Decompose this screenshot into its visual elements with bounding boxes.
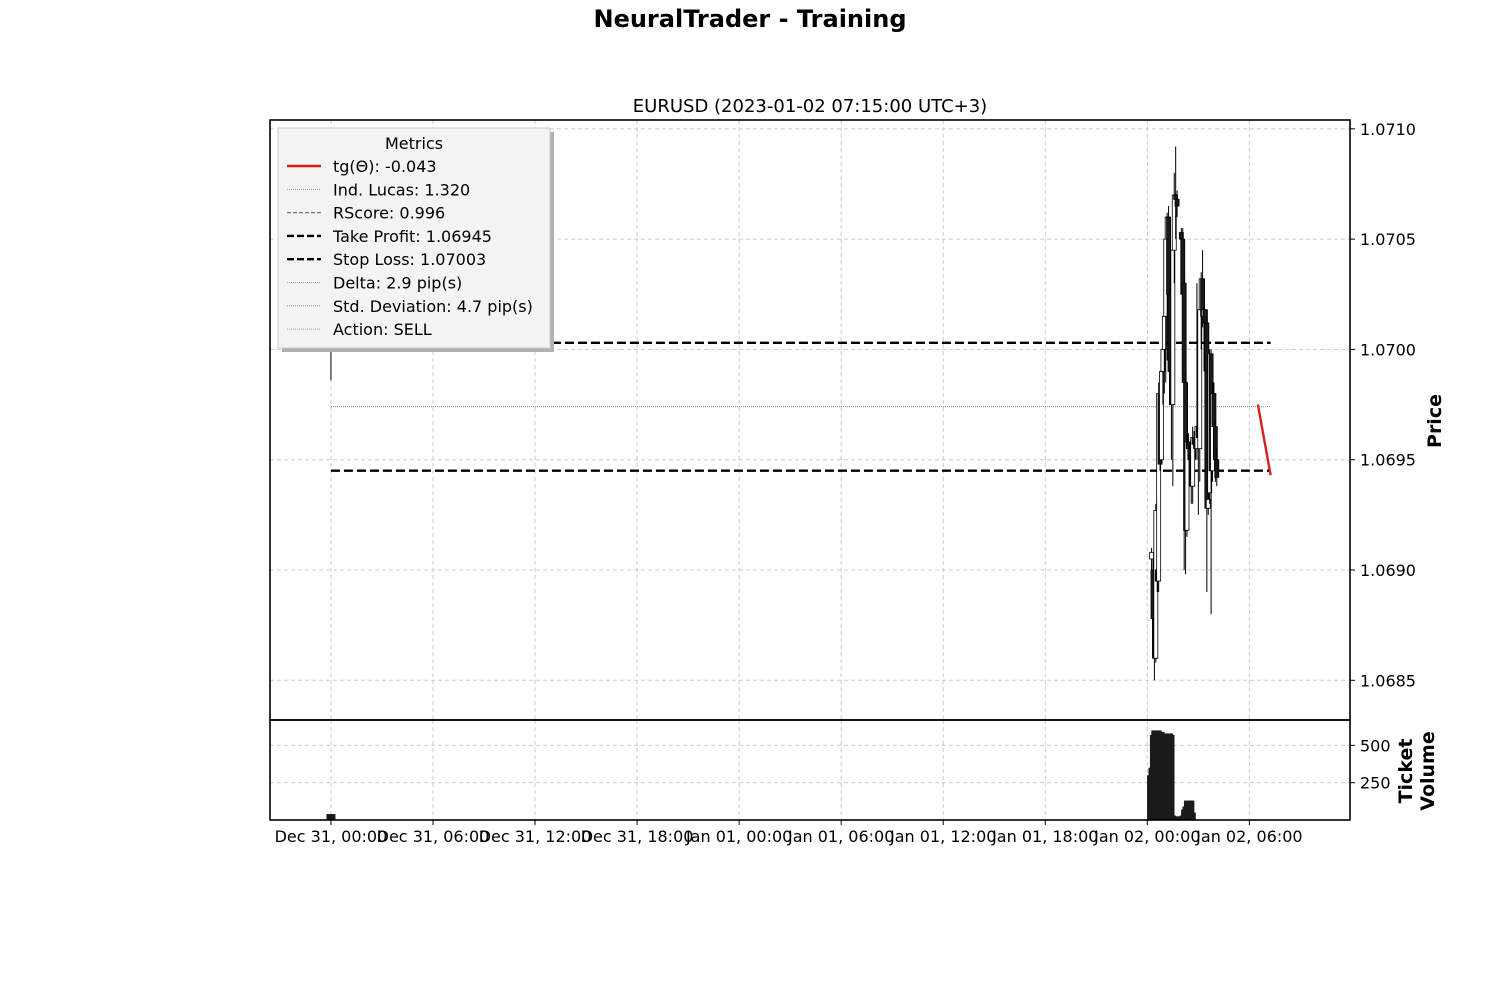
legend-entry-label: tg(Θ): -0.043 (333, 157, 437, 176)
legend-entry-label: Ind. Lucas: 1.320 (333, 180, 470, 199)
x-tick-label: Jan 01, 18:00 (991, 827, 1098, 846)
x-tick-label: Jan 02, 00:00 (1093, 827, 1200, 846)
x-tick-label: Dec 31, 12:00 (479, 827, 592, 846)
candle-body (1166, 216, 1171, 295)
y-tick-label: 1.0690 (1360, 561, 1416, 580)
legend-title: Metrics (385, 134, 443, 153)
x-tick-label: Dec 31, 00:00 (275, 827, 388, 846)
volume-bar (1165, 734, 1175, 820)
y-tick-label: 1.0695 (1360, 451, 1416, 470)
legend-entry-label: Delta: 2.9 pip(s) (333, 274, 462, 293)
x-tick-label: Dec 31, 18:00 (581, 827, 694, 846)
legend-entry-label: Take Profit: 1.06945 (332, 227, 492, 246)
x-tick-label: Jan 01, 00:00 (685, 827, 792, 846)
chart-title: EURUSD (2023-01-02 07:15:00 UTC+3) (633, 96, 987, 117)
x-tick-label: Jan 01, 12:00 (889, 827, 996, 846)
candle-body (1181, 282, 1187, 383)
x-tick-label: Jan 01, 06:00 (787, 827, 894, 846)
volume-bar (1172, 816, 1182, 820)
legend-entry-label: RScore: 0.996 (333, 204, 445, 223)
legend-entry-label: Action: SELL (333, 320, 432, 339)
volume-y-ticks: 250 500 (1350, 736, 1391, 793)
volume-axes-frame (269, 719, 1351, 821)
candle-body (1214, 459, 1220, 478)
x-tick-label: Dec 31, 06:00 (377, 827, 490, 846)
candle-body (1205, 499, 1211, 509)
legend-box (277, 127, 551, 349)
volume-axis-label-line1: Ticket (1395, 739, 1417, 804)
volume-tick-label: 250 (1360, 774, 1391, 793)
legend-entry-label: Std. Deviation: 4.7 pip(s) (333, 297, 533, 316)
legend-entry-label: Stop Loss: 1.07003 (333, 250, 486, 269)
metrics-legend: Metrics tg(Θ): -0.043 Ind. Lucas: 1.320 RS… (277, 127, 554, 352)
volume-bar (1185, 800, 1195, 820)
y-tick-label: 1.0685 (1360, 671, 1416, 690)
price-y-ticks: 1.0685 1.0690 1.0695 1.0700 1.0705 1.0710 (1350, 120, 1416, 690)
volume-bar (326, 814, 336, 820)
trend-line (1256, 404, 1272, 476)
y-tick-label: 1.0700 (1360, 340, 1416, 359)
candle-body (1153, 510, 1159, 659)
price-axis-label: Price (1424, 394, 1446, 448)
candle-body (1174, 199, 1180, 207)
figure-title: NeuralTrader - Training (593, 5, 906, 33)
y-tick-label: 1.0710 (1360, 120, 1416, 139)
candlesticks (328, 146, 1220, 681)
volume-bars (326, 730, 1196, 820)
volume-tick-label: 500 (1360, 736, 1391, 755)
volume-axis-label-line2: Volume (1417, 731, 1439, 810)
candle-body (1149, 551, 1154, 560)
x-tick-label: Jan 02, 06:00 (1195, 827, 1302, 846)
volume-bar (1156, 773, 1166, 820)
volume-bar (1186, 812, 1196, 820)
y-tick-label: 1.0705 (1360, 230, 1416, 249)
trend-line-layer (1256, 404, 1272, 476)
